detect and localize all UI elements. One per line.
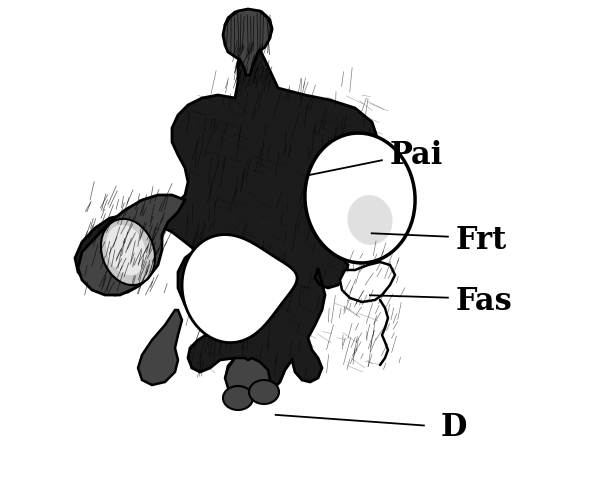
Polygon shape: [340, 262, 395, 302]
Ellipse shape: [106, 224, 146, 275]
Polygon shape: [182, 235, 297, 343]
Text: Fas: Fas: [456, 285, 513, 317]
Ellipse shape: [249, 380, 279, 404]
Ellipse shape: [305, 133, 415, 263]
Ellipse shape: [223, 386, 253, 410]
Ellipse shape: [101, 219, 155, 285]
Polygon shape: [78, 195, 185, 295]
Text: Pai: Pai: [390, 140, 443, 171]
Text: Frt: Frt: [456, 224, 507, 256]
Text: D: D: [441, 411, 467, 443]
Polygon shape: [225, 358, 270, 398]
Ellipse shape: [347, 195, 392, 245]
Polygon shape: [75, 10, 378, 396]
Polygon shape: [223, 9, 272, 75]
Polygon shape: [138, 310, 182, 385]
